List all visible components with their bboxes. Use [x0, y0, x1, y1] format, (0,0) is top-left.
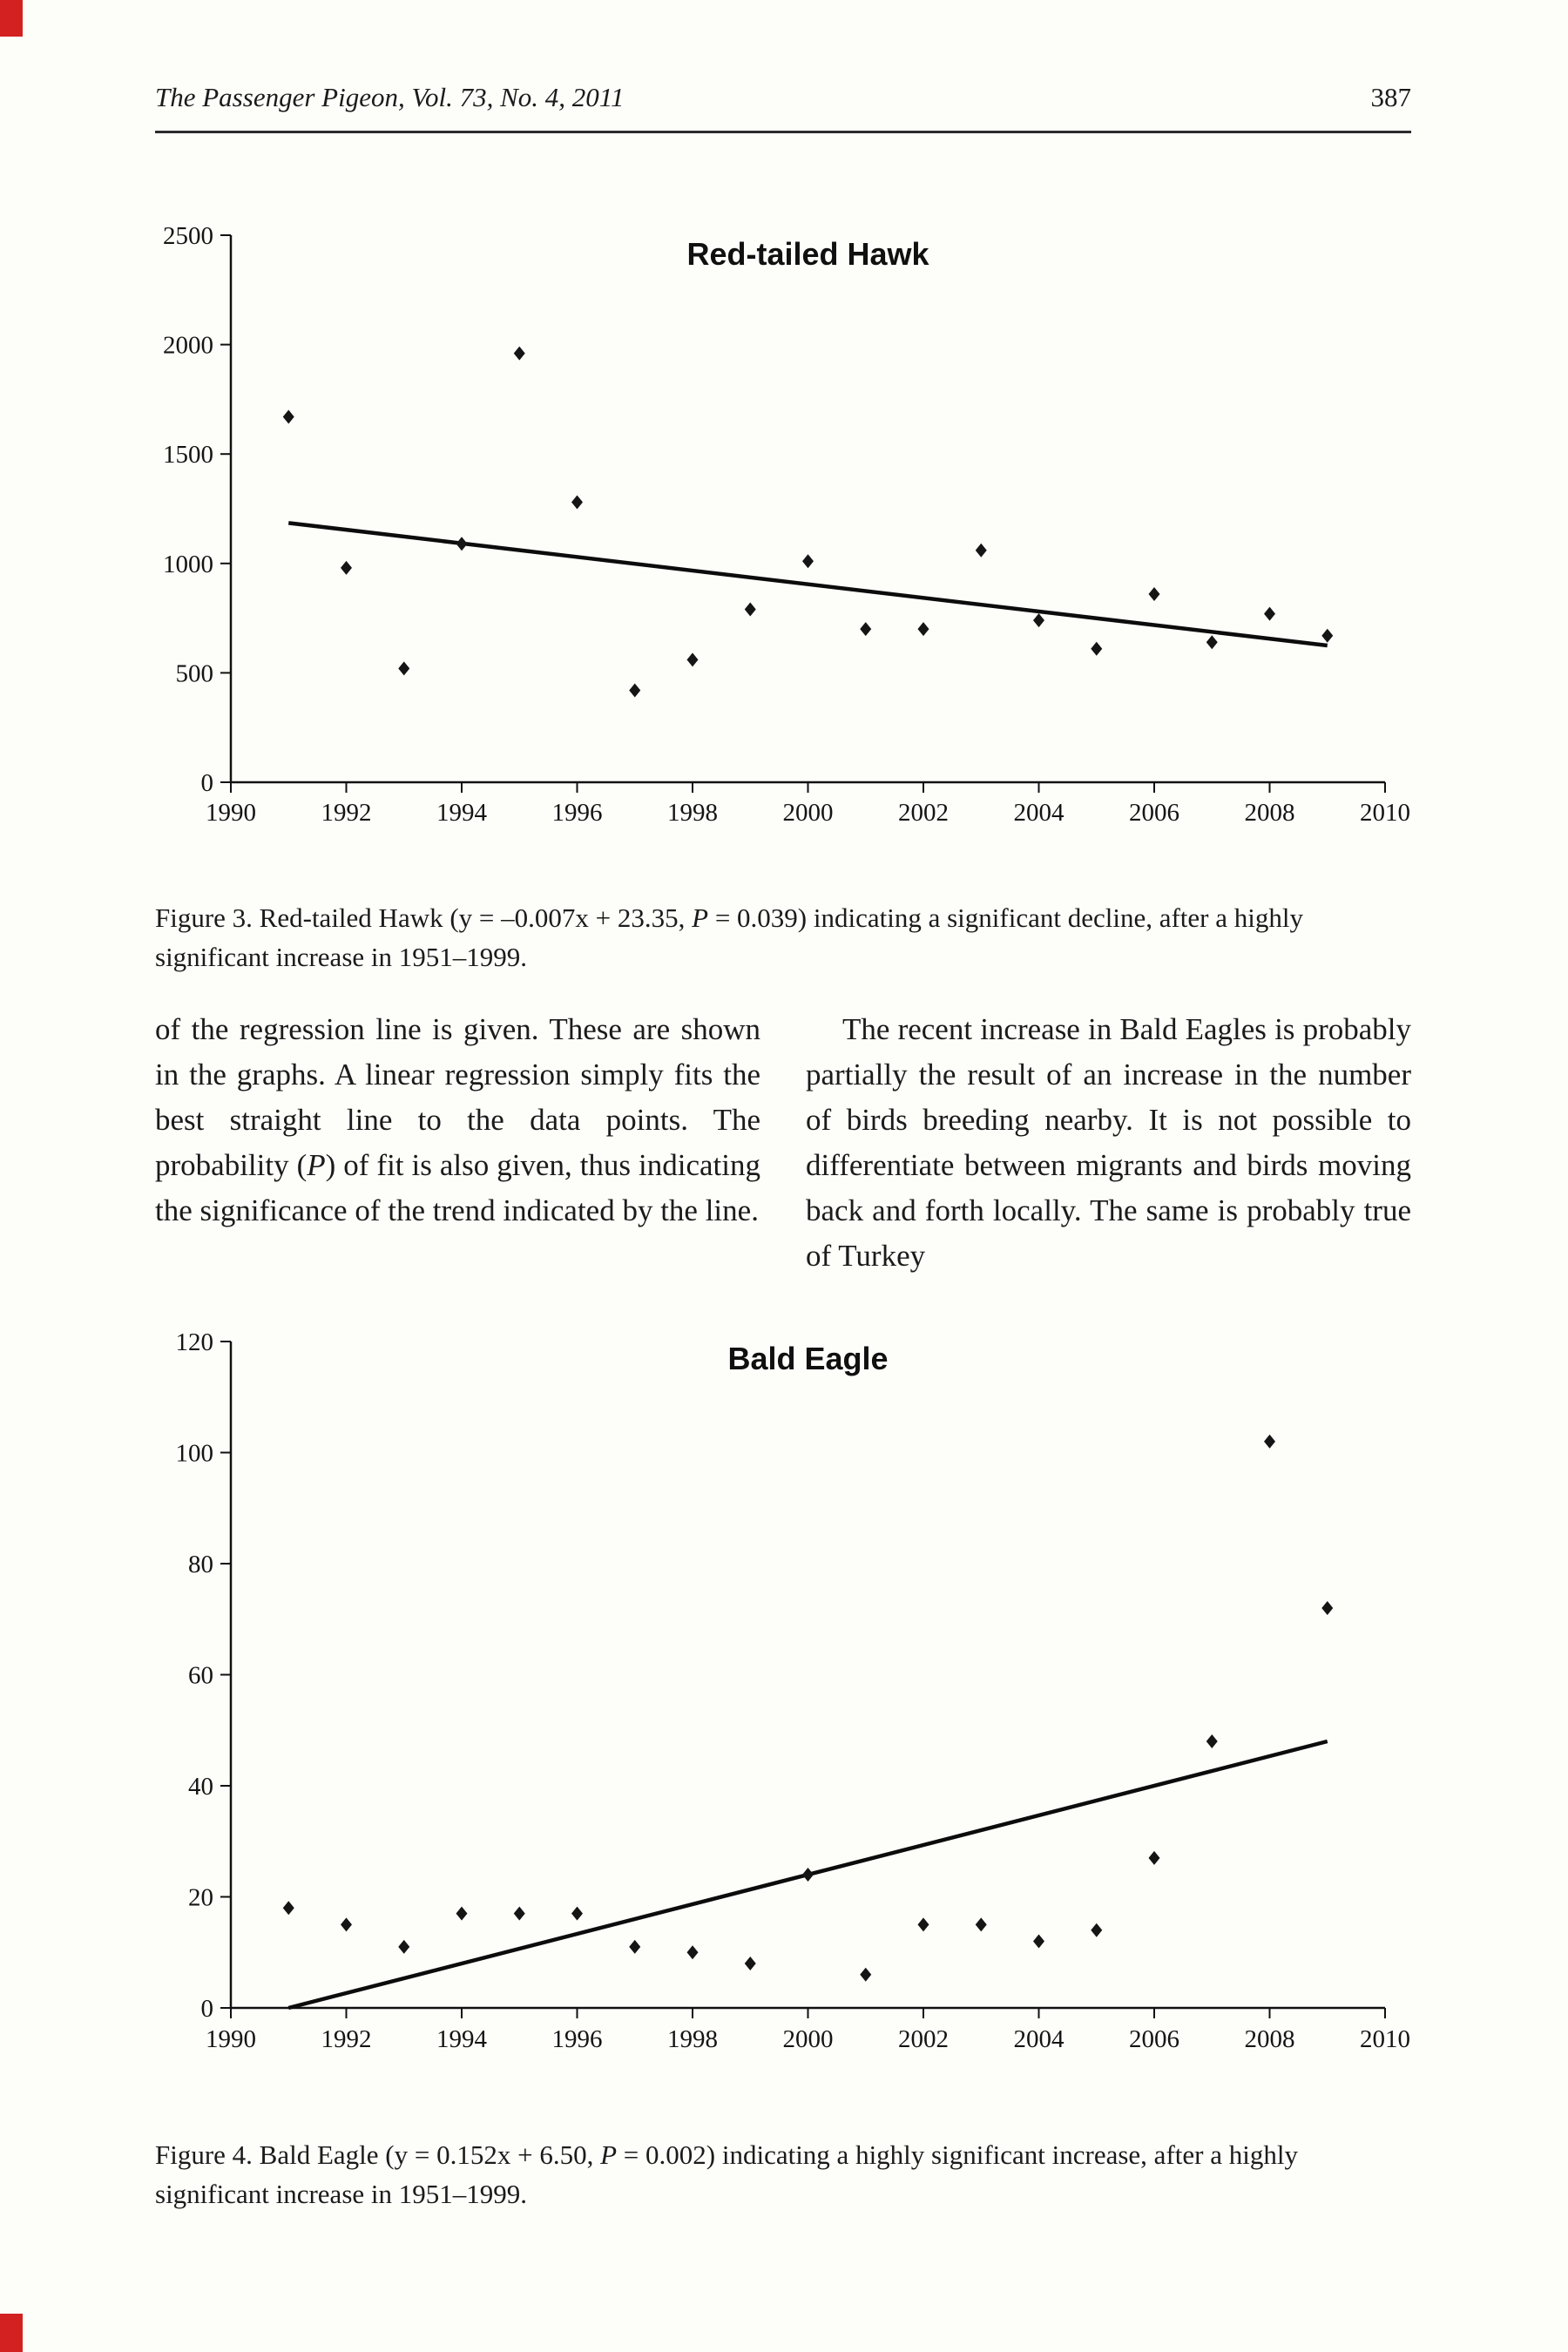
svg-text:1996: 1996 — [552, 799, 603, 827]
body-left-italic-p: P — [307, 1148, 326, 1182]
svg-text:2000: 2000 — [783, 2025, 834, 2053]
svg-text:2002: 2002 — [898, 799, 949, 827]
svg-text:1500: 1500 — [163, 441, 213, 469]
body-left-text-2: ) of fit is also given, thus indicating … — [155, 1148, 760, 1227]
svg-text:1994: 1994 — [436, 799, 488, 827]
svg-text:60: 60 — [188, 1662, 213, 1690]
red-tailed-hawk-chart: 0 500 1000 1500 2000 2500 1990 1992 1994 1996 1998… — [148, 209, 1411, 880]
svg-text:2010: 2010 — [1360, 799, 1410, 827]
body-right-text: The recent increase in Bald Eagles is pr… — [806, 1012, 1411, 1273]
svg-text:2006: 2006 — [1129, 2025, 1179, 2053]
svg-text:2008: 2008 — [1245, 799, 1295, 827]
figure4-caption-italic-p: P — [600, 2139, 618, 2170]
figure4-caption-text-2: = 0.002) indicating a highly significant… — [155, 2139, 1298, 2209]
svg-text:2008: 2008 — [1245, 2025, 1295, 2053]
svg-text:2010: 2010 — [1360, 2025, 1410, 2053]
svg-text:80: 80 — [188, 1551, 213, 1578]
svg-text:2000: 2000 — [783, 799, 834, 827]
svg-text:Red-tailed Hawk: Red-tailed Hawk — [686, 236, 929, 272]
body-right-column: The recent increase in Bald Eagles is pr… — [806, 1007, 1411, 1279]
figure3-caption: Figure 3. Red-tailed Hawk (y = –0.007x +… — [155, 898, 1411, 977]
figure3-caption-text: Figure 3. Red-tailed Hawk (y = –0.007x +… — [155, 902, 693, 933]
figure4-caption: Figure 4. Bald Eagle (y = 0.152x + 6.50,… — [155, 2135, 1411, 2213]
svg-text:120: 120 — [176, 1328, 214, 1356]
bald-eagle-chart: 0 20 40 60 80 100 120 1990 1992 1994 1996 1998 2000 2… — [148, 1307, 1411, 2073]
svg-text:20: 20 — [188, 1884, 213, 1912]
svg-text:2004: 2004 — [1014, 799, 1065, 827]
svg-text:1992: 1992 — [321, 2025, 372, 2053]
svg-text:1996: 1996 — [552, 2025, 603, 2053]
svg-text:500: 500 — [176, 659, 214, 687]
body-text: of the regression line is given. These a… — [155, 1007, 1411, 1279]
body-left-column: of the regression line is given. These a… — [155, 1007, 760, 1279]
figure4-caption-text: Figure 4. Bald Eagle (y = 0.152x + 6.50, — [155, 2139, 601, 2170]
svg-text:1000: 1000 — [163, 551, 213, 578]
svg-text:2004: 2004 — [1014, 2025, 1065, 2053]
figure3-caption-text-2: = 0.039) indicating a significant declin… — [155, 902, 1303, 972]
svg-text:0: 0 — [201, 769, 214, 797]
svg-text:2500: 2500 — [163, 222, 213, 250]
svg-text:2000: 2000 — [163, 332, 213, 360]
svg-text:40: 40 — [188, 1773, 213, 1801]
svg-text:1990: 1990 — [206, 2025, 256, 2053]
scan-artifact-bottom-left — [0, 2314, 23, 2352]
svg-text:1998: 1998 — [667, 2025, 718, 2053]
svg-text:0: 0 — [201, 1995, 214, 2023]
page-header: The Passenger Pigeon, Vol. 73, No. 4, 20… — [155, 82, 1411, 113]
body-left-text: of the regression line is given. These a… — [155, 1012, 760, 1182]
svg-text:Bald Eagle: Bald Eagle — [727, 1341, 888, 1376]
figure3-caption-italic-p: P — [692, 902, 709, 933]
svg-text:2006: 2006 — [1129, 799, 1179, 827]
svg-text:1998: 1998 — [667, 799, 718, 827]
svg-text:2002: 2002 — [898, 2025, 949, 2053]
svg-text:1994: 1994 — [436, 2025, 488, 2053]
header-rule — [155, 131, 1411, 133]
svg-text:100: 100 — [176, 1440, 214, 1468]
svg-text:1992: 1992 — [321, 799, 372, 827]
journal-title: The Passenger Pigeon, Vol. 73, No. 4, 20… — [155, 82, 625, 112]
page-number: 387 — [1370, 82, 1412, 112]
scan-artifact-top-left — [0, 0, 23, 37]
svg-text:1990: 1990 — [206, 799, 256, 827]
